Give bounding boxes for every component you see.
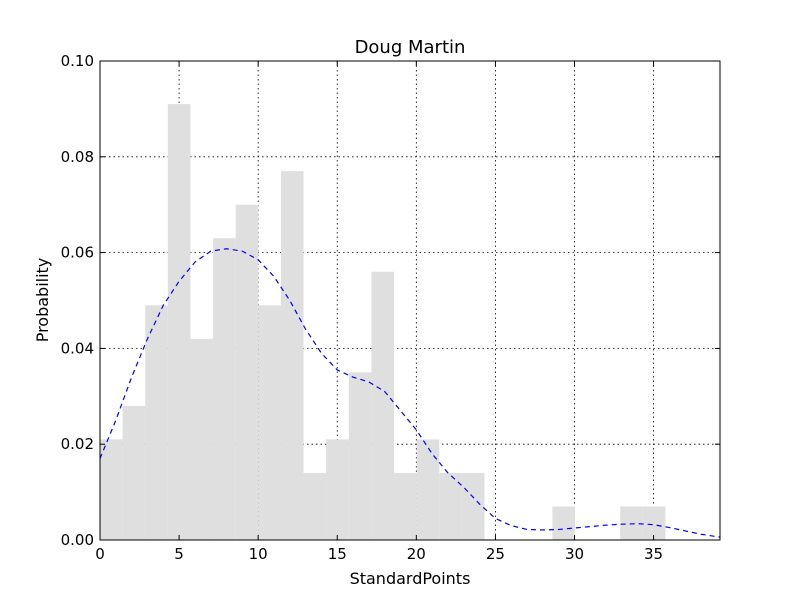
- y-tick-label: 0.02: [61, 435, 94, 453]
- x-tick-label: 0: [95, 545, 105, 563]
- histogram-bar: [620, 506, 643, 540]
- y-tick-label: 0.00: [61, 531, 94, 549]
- histogram-bar: [371, 271, 395, 540]
- x-tick-label: 25: [486, 545, 505, 563]
- y-tick-label: 0.08: [61, 148, 94, 166]
- histogram-bar: [145, 305, 168, 540]
- histogram-bar: [642, 506, 666, 540]
- histogram-bar: [348, 372, 372, 540]
- x-tick-label: 30: [565, 545, 584, 563]
- histogram-bar: [303, 472, 327, 540]
- x-tick-label: 20: [407, 545, 426, 563]
- histogram-bar: [326, 439, 349, 540]
- chart-title: Doug Martin: [355, 37, 466, 58]
- histogram-bar: [416, 439, 440, 540]
- density-line: [99, 248, 721, 538]
- histogram-bar: [122, 405, 146, 540]
- y-tick-label: 0.04: [61, 339, 94, 357]
- histogram-bar: [258, 305, 281, 540]
- y-axis-label: Probability: [33, 258, 52, 343]
- histogram-bar: [167, 104, 191, 541]
- x-tick-label: 35: [644, 545, 663, 563]
- histogram-bar: [552, 506, 575, 540]
- density-curve: [99, 248, 721, 538]
- y-tick-label: 0.06: [61, 244, 94, 262]
- plot-frame: [99, 60, 721, 541]
- histogram-bar: [394, 472, 417, 540]
- histogram-bar: [213, 238, 236, 541]
- y-tick-label: 0.10: [61, 52, 94, 70]
- histogram-bar: [461, 472, 485, 540]
- x-tick-label: 5: [174, 545, 184, 563]
- histogram-bars: [100, 104, 666, 541]
- histogram-bar: [235, 204, 259, 540]
- ticks: 0 5 10 15 20 25 30 35 0.00 0.02 0.04 0.06 0.08 0.10: [61, 52, 720, 563]
- histogram-bar: [100, 439, 123, 540]
- axes: [99, 60, 721, 541]
- histogram-bar: [190, 338, 214, 540]
- x-tick-label: 10: [249, 545, 268, 563]
- x-tick-label: 15: [328, 545, 347, 563]
- histogram-bar: [439, 472, 462, 540]
- histogram-bar: [280, 171, 304, 541]
- x-axis-label: StandardPoints: [350, 569, 471, 588]
